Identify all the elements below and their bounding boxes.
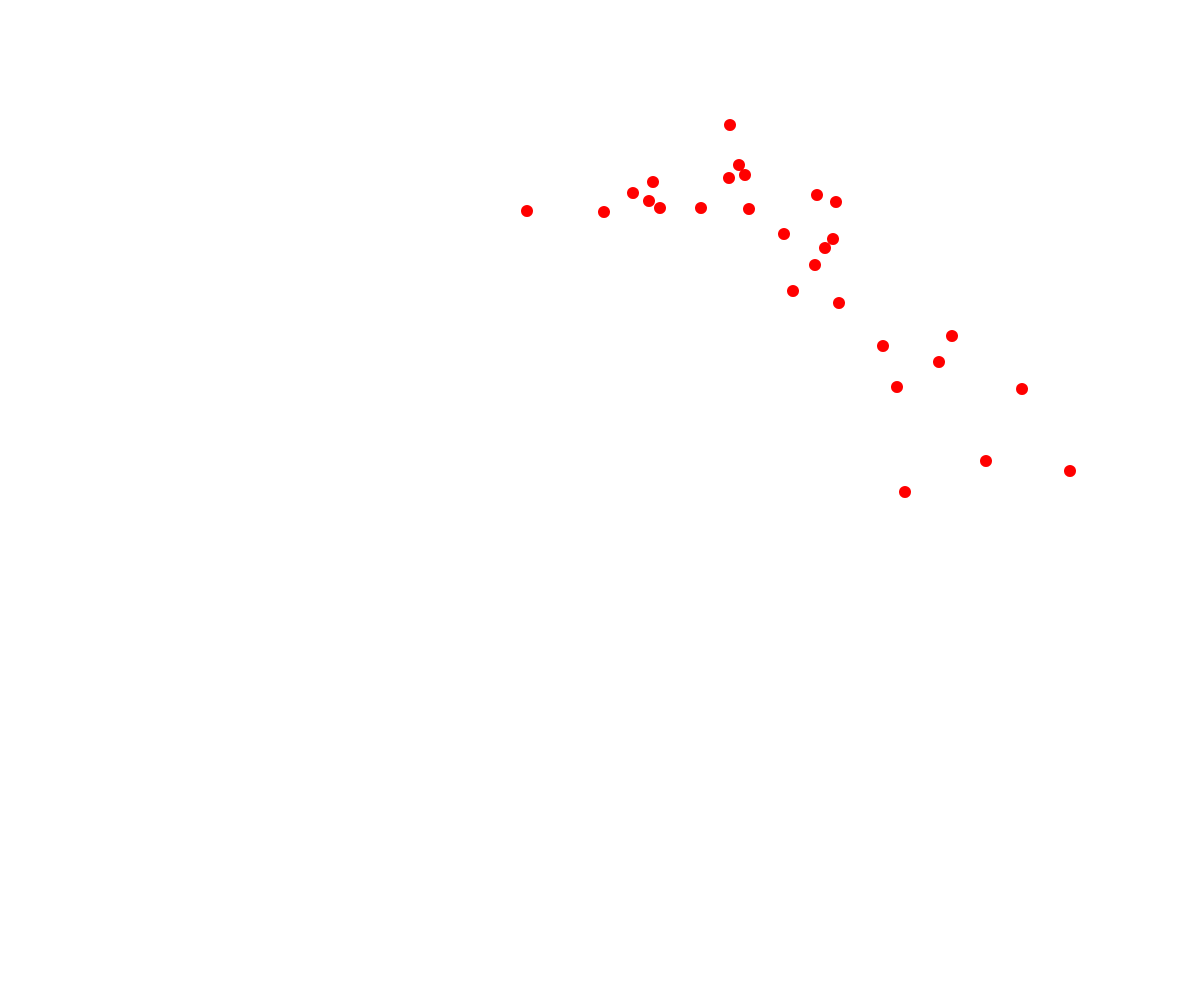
point (627, 187, 639, 199)
point (933, 356, 945, 368)
point (819, 242, 831, 254)
point (724, 119, 736, 131)
point (830, 196, 842, 208)
point (643, 195, 655, 207)
point (647, 176, 659, 188)
point (521, 205, 533, 217)
point (743, 203, 755, 215)
point (827, 233, 839, 245)
point (811, 189, 823, 201)
point (1064, 465, 1076, 477)
point (877, 340, 889, 352)
point (695, 202, 707, 214)
point (833, 297, 845, 309)
point (733, 159, 745, 171)
point (891, 381, 903, 393)
point (809, 259, 821, 271)
point (899, 486, 911, 498)
point (778, 228, 790, 240)
point (598, 206, 610, 218)
point (787, 285, 799, 297)
point (654, 202, 666, 214)
point (980, 455, 992, 467)
point (739, 169, 751, 181)
point (723, 172, 735, 184)
point (946, 330, 958, 342)
point (1016, 383, 1028, 395)
